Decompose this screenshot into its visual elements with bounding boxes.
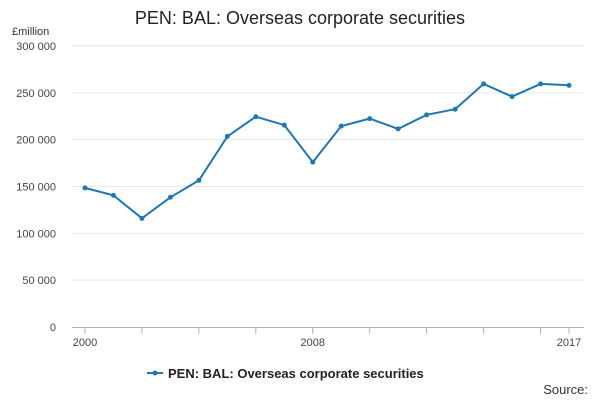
data-point	[509, 94, 515, 100]
data-point	[167, 194, 173, 200]
data-point	[481, 81, 487, 87]
data-point	[338, 123, 344, 129]
data-point	[196, 177, 202, 183]
y-tick-label: 150 000	[16, 182, 56, 194]
data-point	[310, 159, 316, 165]
y-tick-label: 50 000	[22, 275, 56, 287]
data-point	[110, 192, 116, 198]
data-point	[367, 116, 373, 122]
y-tick-label: 300 000	[16, 41, 56, 53]
series-line	[84, 82, 570, 220]
legend: PEN: BAL: Overseas corporate securities	[147, 366, 424, 381]
data-point	[253, 114, 259, 120]
data-point	[424, 112, 430, 118]
data-point	[395, 126, 401, 132]
y-tick-label: 100 000	[16, 228, 56, 240]
x-tick-label: 2000	[73, 337, 97, 349]
data-point	[281, 122, 287, 128]
data-point	[452, 106, 458, 112]
chart-title: PEN: BAL: Overseas corporate securities	[135, 8, 465, 28]
data-point	[538, 81, 544, 87]
x-axis-ticks: 2000 2008 2017	[73, 337, 581, 349]
x-axis	[72, 327, 584, 334]
x-tick-label: 2008	[301, 337, 325, 349]
series-group	[82, 81, 572, 221]
y-tick-label: 0	[50, 322, 56, 334]
y-axis-ticks: 0 50 000 100 000 150 000 200 000 250 000 300 0…	[16, 41, 56, 334]
grid-lines	[72, 45, 584, 281]
data-point	[139, 215, 145, 221]
y-axis-unit-label: £million	[12, 26, 49, 38]
x-tick-label: 2017	[557, 337, 581, 349]
data-point	[566, 82, 572, 88]
y-tick-label: 200 000	[16, 135, 56, 147]
y-tick-label: 250 000	[16, 88, 56, 100]
source-label: Source:	[543, 382, 588, 397]
data-point	[82, 185, 88, 191]
legend-item-label: PEN: BAL: Overseas corporate securities	[168, 366, 424, 381]
data-point	[224, 133, 230, 139]
legend-swatch-marker	[152, 370, 158, 376]
